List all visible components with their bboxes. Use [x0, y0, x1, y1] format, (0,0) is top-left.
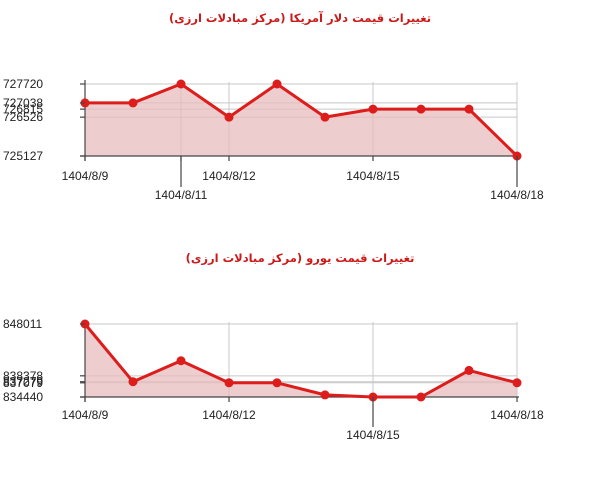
euro-y-tick-label: 837079 — [3, 376, 43, 390]
usd-x-tick-label: 1404/8/12 — [202, 169, 256, 183]
euro-data-point[interactable] — [320, 390, 330, 400]
euro-data-point[interactable] — [176, 356, 186, 366]
usd-data-point[interactable] — [320, 112, 330, 122]
euro-data-point[interactable] — [224, 378, 234, 388]
usd-data-point[interactable] — [368, 104, 378, 114]
usd-x-tick-label: 1404/8/15 — [346, 169, 400, 183]
usd-y-tick-label: 726526 — [3, 110, 43, 124]
euro-price-chart: تغییرات قیمت یورو (مرکز مبادلات ارزی) 84… — [3, 251, 544, 442]
euro-chart-title: تغییرات قیمت یورو (مرکز مبادلات ارزی) — [186, 251, 415, 266]
euro-x-tick-label: 1404/8/9 — [62, 408, 109, 422]
usd-data-point[interactable] — [224, 112, 234, 122]
usd-series-line — [85, 82, 519, 158]
usd-data-point[interactable] — [416, 104, 426, 114]
euro-data-point[interactable] — [512, 378, 522, 388]
euro-data-point[interactable] — [416, 392, 426, 402]
usd-data-point[interactable] — [128, 98, 138, 108]
usd-price-chart: تغییرات قیمت دلار آمریکا (مرکز مبادلات ا… — [3, 11, 544, 202]
euro-data-point[interactable] — [128, 377, 138, 387]
euro-x-tick-label: 1404/8/15 — [346, 428, 400, 442]
usd-chart-title: تغییرات قیمت دلار آمریکا (مرکز مبادلات ا… — [169, 11, 431, 25]
euro-series-line — [83, 323, 518, 399]
usd-x-tick-label: 1404/8/9 — [62, 169, 109, 183]
usd-data-point[interactable] — [176, 79, 186, 89]
usd-x-tick-label: 1404/8/11 — [155, 188, 208, 202]
euro-area-fill — [85, 324, 517, 397]
euro-y-tick-label: 838378 — [3, 369, 43, 383]
usd-area-fill — [85, 84, 517, 156]
usd-y-tick-label: 726815 — [3, 102, 43, 116]
usd-data-point[interactable] — [272, 79, 282, 89]
euro-data-point[interactable] — [272, 378, 282, 388]
euro-x-tick-label: 1404/8/12 — [202, 408, 256, 422]
usd-y-tick-label: 727720 — [3, 77, 43, 91]
usd-x-tick-label: 1404/8/18 — [490, 188, 544, 202]
euro-y-tick-label: 834440 — [3, 390, 43, 404]
usd-data-point[interactable] — [464, 104, 474, 114]
euro-data-point[interactable] — [464, 365, 474, 375]
euro-y-tick-label: 837279 — [3, 375, 43, 389]
euro-y-tick-label: 848011 — [3, 317, 42, 331]
euro-x-tick-label: 1404/8/18 — [490, 408, 544, 422]
usd-y-tick-label: 727038 — [3, 96, 43, 110]
usd-y-tick-label: 725127 — [3, 149, 43, 163]
